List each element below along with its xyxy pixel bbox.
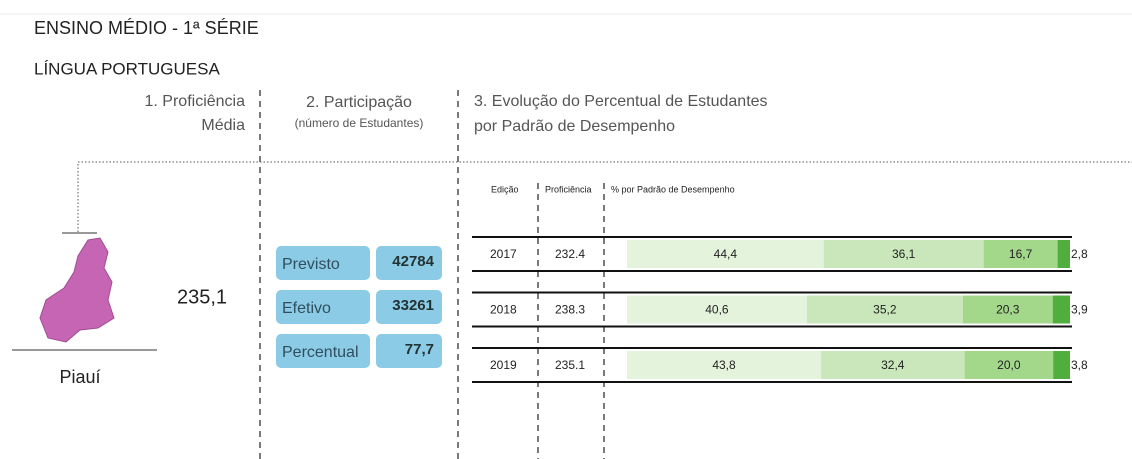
level-label: 44,4 xyxy=(714,247,738,261)
participation-value: 77,7 xyxy=(405,341,434,358)
col-subheader: (número de Estudantes) xyxy=(295,116,424,130)
label-box xyxy=(276,246,370,280)
level-label: 36,1 xyxy=(892,247,916,261)
level-label: 20,3 xyxy=(996,303,1020,317)
table-header: Edição xyxy=(491,184,519,194)
participation-label: Previsto xyxy=(282,256,340,273)
participation-value: 33261 xyxy=(392,297,434,314)
level-bar xyxy=(983,240,1058,268)
year: 2017 xyxy=(490,247,517,261)
level-bar xyxy=(962,295,1053,324)
col-header: 3. Evolução do Percentual de Estudantes xyxy=(474,93,768,110)
level-bar xyxy=(627,295,807,324)
level-label: 40,6 xyxy=(705,303,729,317)
level-label: 3,8 xyxy=(1071,358,1088,372)
map xyxy=(39,237,115,343)
level-label: 35,2 xyxy=(873,303,897,317)
participation-value: 42784 xyxy=(392,253,434,270)
level-bar xyxy=(627,351,822,379)
title: ENSINO MÉDIO - 1ª SÉRIE xyxy=(34,18,259,38)
participation-label: Percentual xyxy=(282,344,359,361)
label-box xyxy=(276,290,370,324)
label-box xyxy=(276,334,370,368)
level-label: 3,9 xyxy=(1071,303,1088,317)
level-bar xyxy=(964,351,1054,379)
col-header: por Padrão de Desempenho xyxy=(474,118,675,135)
level-label: 2,8 xyxy=(1071,247,1088,261)
proficiency: 235.1 xyxy=(555,358,585,372)
region-proficiency: 235,1 xyxy=(177,286,227,308)
level-label: 16,7 xyxy=(1009,247,1033,261)
level-bar xyxy=(821,351,965,379)
participation-label: Efetivo xyxy=(282,300,331,317)
level-bar xyxy=(806,295,963,324)
level-bar xyxy=(1052,295,1070,324)
col-header: 2. Participação xyxy=(306,94,412,111)
table-header: Proficiência xyxy=(545,184,592,194)
value-box xyxy=(376,290,442,324)
proficiency: 232.4 xyxy=(555,247,585,261)
level-bar xyxy=(627,240,824,268)
connector xyxy=(77,161,1132,232)
level-bar xyxy=(1057,240,1070,268)
year: 2018 xyxy=(490,303,517,317)
level-label: 32,4 xyxy=(881,358,905,372)
value-box xyxy=(376,246,442,280)
value-box xyxy=(376,334,442,368)
level-label: 43,8 xyxy=(712,358,736,372)
level-label: 20,0 xyxy=(997,358,1021,372)
year: 2019 xyxy=(490,358,517,372)
col-header: 1. Proficiência xyxy=(145,93,246,110)
region-name: Piauí xyxy=(59,367,100,387)
col-header: Média xyxy=(201,117,245,134)
subject: LÍNGUA PORTUGUESA xyxy=(34,59,220,78)
proficiency: 238.3 xyxy=(555,303,585,317)
table-header: % por Padrão de Desempenho xyxy=(611,184,735,194)
level-bar xyxy=(823,240,984,268)
level-bar xyxy=(1053,351,1070,379)
